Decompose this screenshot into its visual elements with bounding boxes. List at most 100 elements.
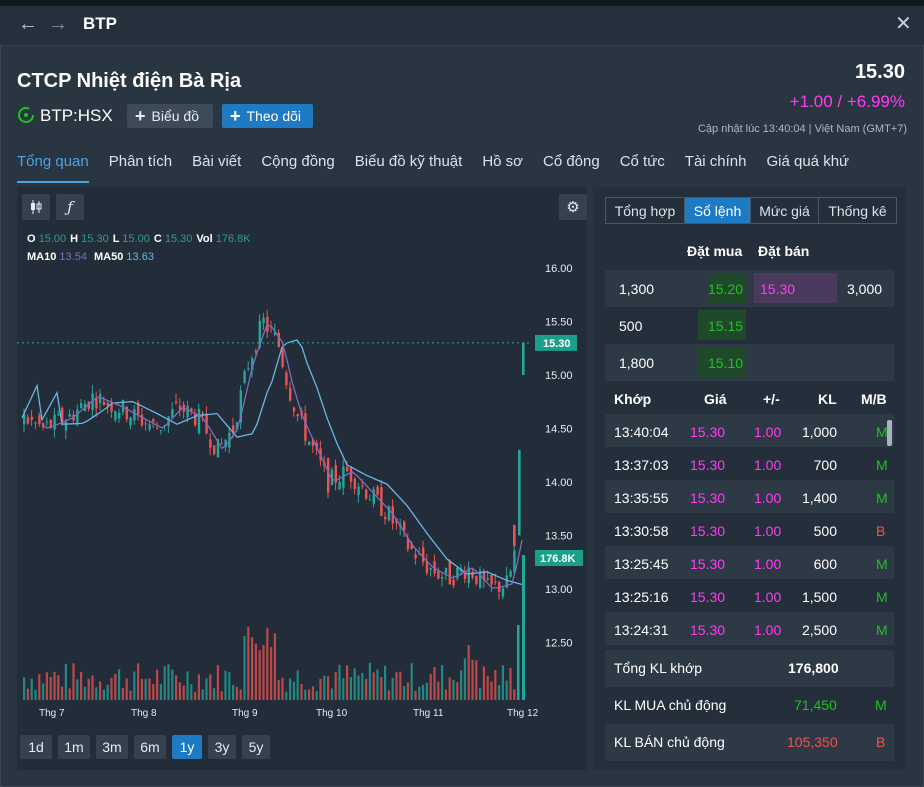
volume-bar bbox=[384, 665, 387, 700]
volume-bar bbox=[304, 689, 307, 700]
update-time: Cập nhật lúc 13:40:04 | Việt Nam (GMT+7) bbox=[697, 123, 907, 135]
bid-price-3: 15.10 bbox=[708, 355, 744, 371]
volume-bar bbox=[156, 669, 159, 700]
tab-summary[interactable]: Tổng hợp bbox=[606, 198, 685, 223]
match-side: M bbox=[876, 589, 888, 605]
candle bbox=[372, 489, 375, 504]
range-1y[interactable]: 1y bbox=[172, 735, 202, 759]
last-price-tag bbox=[535, 334, 577, 351]
volume-bar bbox=[45, 672, 48, 700]
volume-bar bbox=[243, 635, 246, 700]
match-price: 15.30 bbox=[690, 622, 726, 638]
volume-bar bbox=[517, 625, 520, 700]
candle bbox=[49, 419, 52, 428]
candle bbox=[254, 351, 258, 353]
candle bbox=[338, 482, 341, 490]
candle bbox=[308, 441, 311, 445]
candle bbox=[501, 588, 505, 597]
candle bbox=[235, 422, 239, 430]
ohlc-o-label: O bbox=[27, 233, 36, 245]
volume-bar bbox=[479, 688, 482, 700]
candle bbox=[144, 423, 147, 425]
background-strip bbox=[0, 0, 924, 6]
candle bbox=[125, 406, 128, 420]
tab-price-levels[interactable]: Mức giá bbox=[751, 198, 819, 223]
match-list-scrollbar[interactable] bbox=[887, 420, 892, 446]
volume-bar bbox=[467, 644, 470, 700]
tab-dividends[interactable]: Cổ tức bbox=[619, 153, 665, 170]
volume-bar bbox=[99, 681, 102, 700]
tab-financials[interactable]: Tài chính bbox=[684, 153, 747, 170]
candle bbox=[482, 570, 486, 580]
y-tick-label: 14.00 bbox=[545, 477, 573, 489]
volume-bar bbox=[53, 671, 56, 700]
price-chart[interactable]: 16.00 15.50 15.00 14.50 14.00 13.50 13.00 12.50… bbox=[17, 255, 587, 725]
volume-bar bbox=[376, 669, 379, 700]
volume-bar bbox=[513, 689, 516, 700]
back-arrow-icon[interactable]: ← bbox=[18, 13, 38, 35]
volume-bar bbox=[281, 677, 284, 700]
candle bbox=[471, 571, 474, 578]
tab-articles[interactable]: Bài viết bbox=[192, 153, 242, 170]
volume-bar bbox=[205, 678, 208, 700]
ask-vol-1: 3,000 bbox=[847, 281, 883, 297]
volume-bar bbox=[410, 663, 413, 700]
x-tick-label: Thg 8 bbox=[131, 708, 157, 719]
tab-shareholders[interactable]: Cổ đông bbox=[543, 153, 600, 170]
range-3y[interactable]: 3y bbox=[208, 735, 236, 759]
match-vol: 600 bbox=[813, 556, 837, 572]
candlestick-type-icon[interactable] bbox=[22, 194, 50, 220]
candle bbox=[437, 571, 440, 579]
tab-community[interactable]: Cộng đồng bbox=[261, 153, 335, 170]
tab-profile[interactable]: Hồ sơ bbox=[482, 153, 523, 170]
candle bbox=[441, 577, 444, 579]
indicator-fx-icon[interactable]: ƒ bbox=[56, 194, 84, 220]
bid-bar bbox=[710, 273, 746, 303]
volume-bar bbox=[501, 665, 504, 700]
candle bbox=[296, 414, 299, 417]
volume-bar bbox=[406, 682, 409, 700]
range-5y[interactable]: 5y bbox=[242, 735, 270, 759]
candle bbox=[175, 401, 178, 403]
tab-order-book[interactable]: Sổ lệnh bbox=[685, 198, 751, 223]
range-1d[interactable]: 1d bbox=[20, 735, 52, 759]
forward-arrow-icon[interactable]: → bbox=[48, 13, 68, 35]
range-1m[interactable]: 1m bbox=[58, 735, 90, 759]
candle bbox=[87, 401, 90, 409]
volume-bar bbox=[80, 671, 83, 700]
close-icon[interactable]: ✕ bbox=[895, 13, 912, 35]
chart-button[interactable]: + Biểu đồ bbox=[127, 104, 213, 128]
tab-technical-chart[interactable]: Biểu đồ kỹ thuật bbox=[354, 153, 463, 170]
follow-button[interactable]: + Theo dõi bbox=[222, 104, 313, 128]
volume-bar bbox=[460, 670, 463, 700]
candle bbox=[38, 415, 41, 425]
tab-overview[interactable]: Tổng quan bbox=[17, 153, 89, 183]
match-side: M bbox=[876, 622, 888, 638]
ma-readout: MA10 13.54 MA50 13.63 bbox=[27, 251, 154, 263]
settings-gear-icon[interactable]: ⚙ bbox=[559, 194, 587, 220]
candle bbox=[133, 408, 136, 421]
volume-bar bbox=[289, 678, 292, 700]
range-3m[interactable]: 3m bbox=[96, 735, 128, 759]
tab-price-history[interactable]: Giá quá khứ bbox=[766, 153, 850, 170]
company-name: CTCP Nhiệt điện Bà Rịa bbox=[17, 70, 242, 92]
x-tick-label: Thg 7 bbox=[39, 708, 65, 719]
volume-bar bbox=[522, 555, 525, 700]
candle bbox=[494, 581, 497, 583]
candle bbox=[281, 348, 284, 368]
match-time: 13:25:16 bbox=[614, 589, 669, 605]
tab-statistics[interactable]: Thống kê bbox=[828, 202, 887, 219]
price-change: +1.00 / +6.99% bbox=[789, 92, 905, 111]
candle bbox=[475, 575, 478, 585]
volume-bar bbox=[239, 689, 242, 700]
active-sell-volume: 105,350 bbox=[787, 734, 838, 750]
candle bbox=[42, 423, 45, 428]
match-side: M bbox=[876, 424, 888, 440]
volume-bar bbox=[353, 668, 356, 700]
volume-bar bbox=[64, 663, 67, 700]
range-6m[interactable]: 6m bbox=[134, 735, 166, 759]
ma10-value: 13.54 bbox=[59, 251, 87, 263]
volume-bar bbox=[509, 667, 512, 700]
volume-bar bbox=[251, 637, 254, 700]
tab-analysis[interactable]: Phân tích bbox=[108, 153, 173, 170]
